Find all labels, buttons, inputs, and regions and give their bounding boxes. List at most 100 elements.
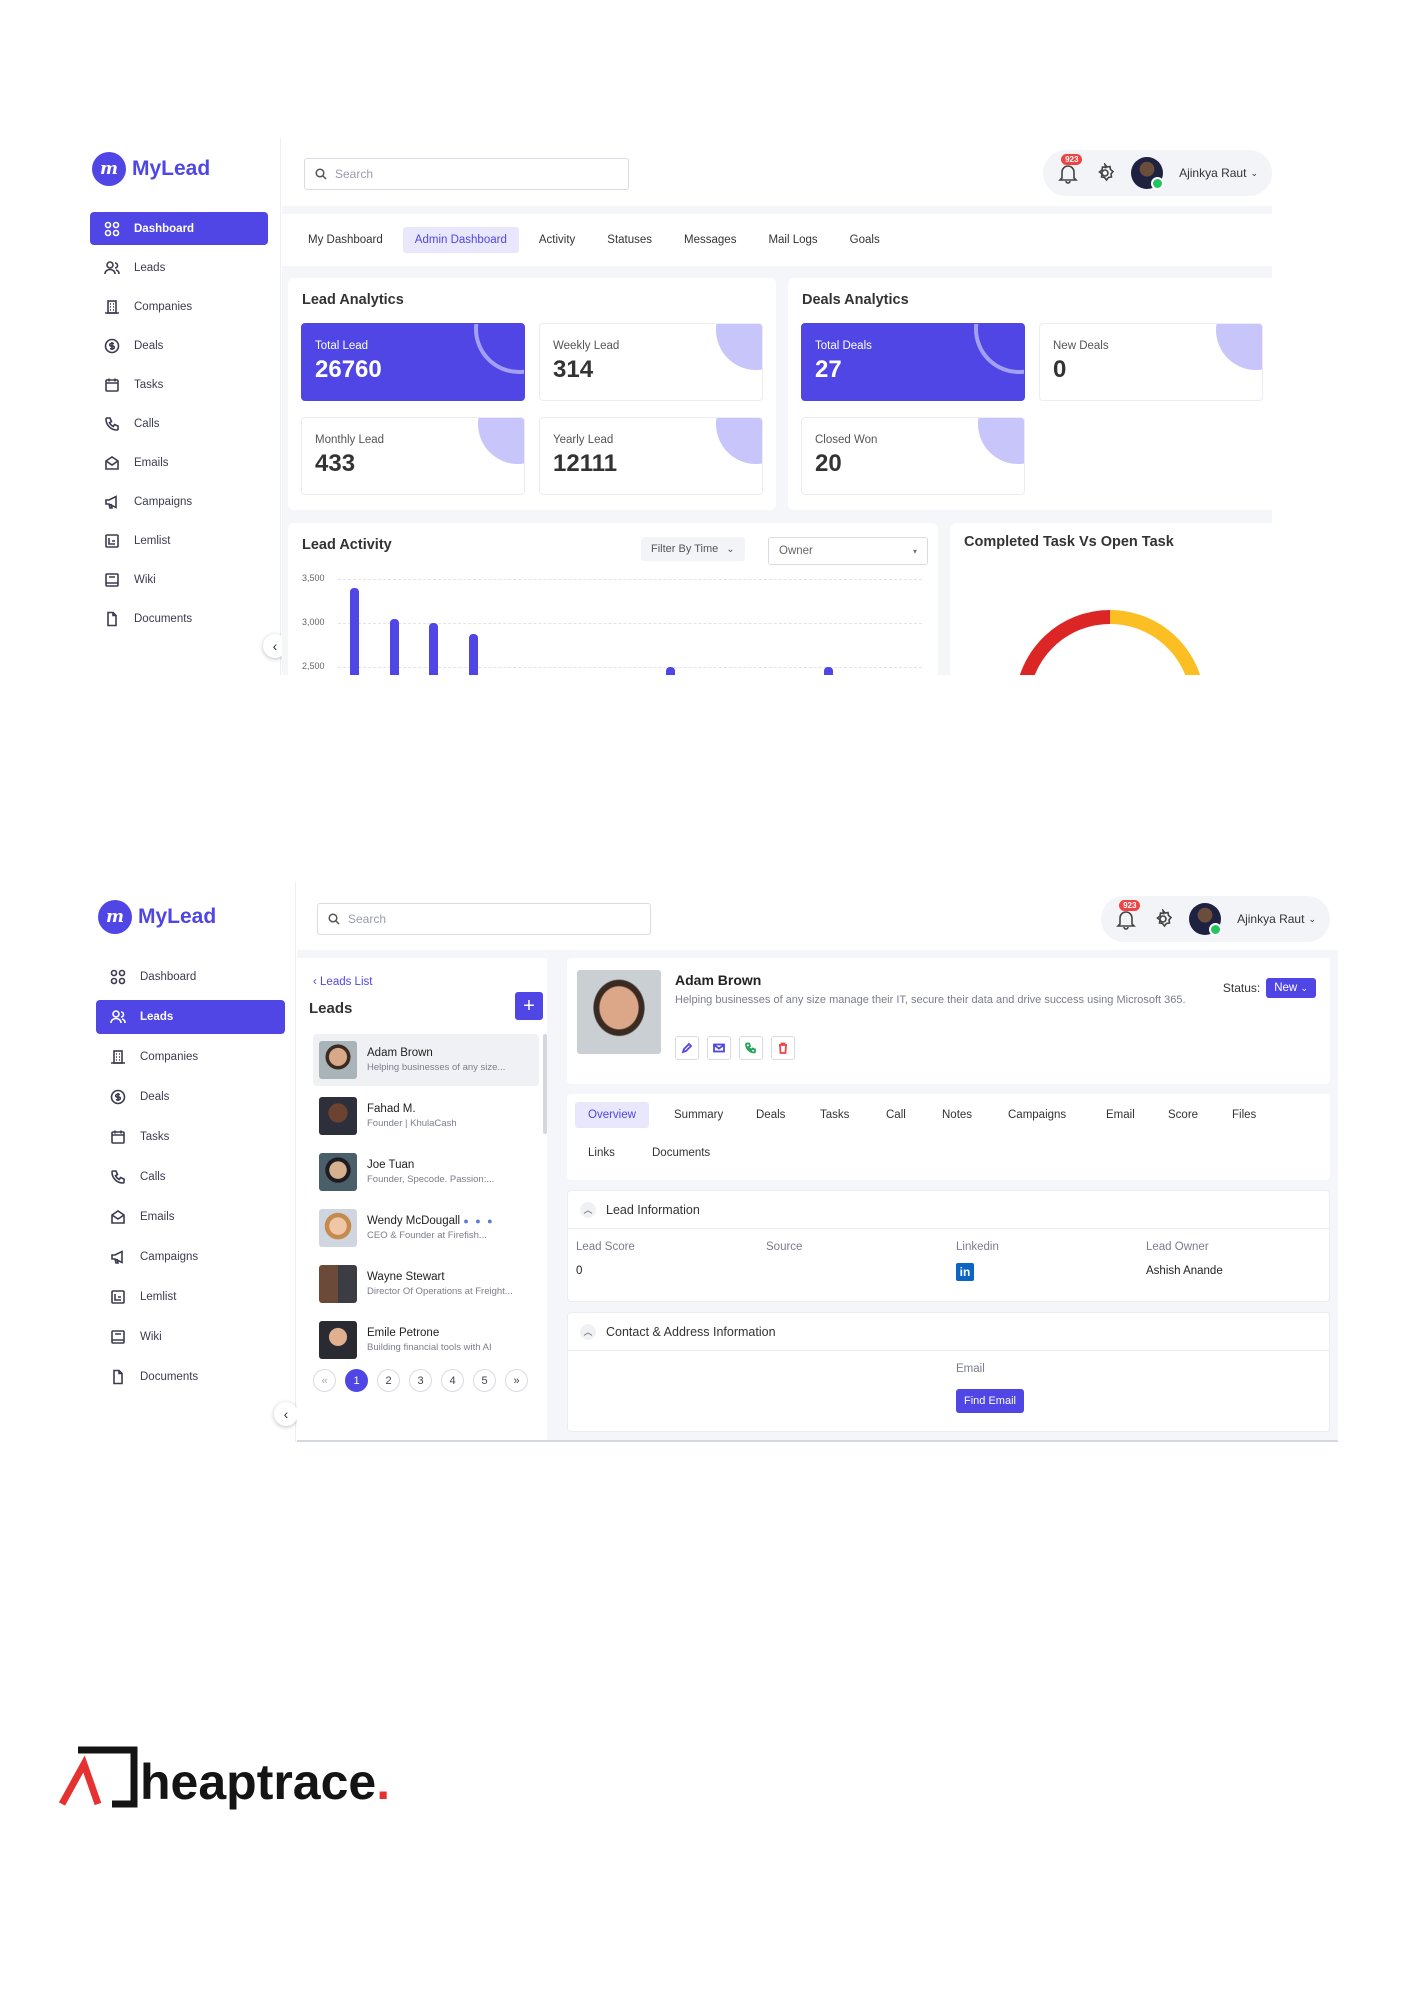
sidebar-item-lemlist[interactable]: Lemlist xyxy=(96,1280,285,1314)
sidebar-item-campaigns[interactable]: Campaigns xyxy=(96,1240,285,1274)
sidebar-item-leads[interactable]: Leads xyxy=(96,1000,285,1034)
sidebar-item-emails[interactable]: Emails xyxy=(96,1200,285,1234)
list-item[interactable]: Adam Brown Helping businesses of any size… xyxy=(313,1034,539,1086)
gear-icon[interactable] xyxy=(1095,163,1115,183)
lead-owner-value: Ashish Anande xyxy=(1146,1265,1223,1277)
sidebar-item-companies[interactable]: Companies xyxy=(96,1040,285,1074)
user-toolbar: 923 Ajinkya Raut ⌄ xyxy=(1043,150,1272,196)
sidebar-item-deals[interactable]: Deals xyxy=(90,329,268,362)
contact-address-header[interactable]: ︿ Contact & Address Information xyxy=(568,1313,1329,1351)
sidebar-item-tasks[interactable]: Tasks xyxy=(96,1120,285,1154)
tab-admin-dashboard[interactable]: Admin Dashboard xyxy=(402,227,519,253)
page-button-4[interactable]: 4 xyxy=(441,1369,464,1392)
megaphone-icon xyxy=(105,494,117,509)
chart-bar[interactable] xyxy=(468,633,478,675)
email-button[interactable] xyxy=(707,1036,731,1060)
tab-summary[interactable]: Summary xyxy=(674,1109,724,1121)
donut-slice[interactable] xyxy=(1019,610,1111,675)
chart-bar[interactable] xyxy=(666,667,675,675)
tab-my-dashboard[interactable]: My Dashboard xyxy=(308,234,383,246)
user-name[interactable]: Ajinkya Raut xyxy=(1237,912,1305,926)
page-button-2[interactable]: 2 xyxy=(377,1369,400,1392)
sidebar-item-lemlist[interactable]: Lemlist xyxy=(90,524,268,557)
sidebar-item-calls[interactable]: Calls xyxy=(90,407,268,440)
sidebar-item-dashboard[interactable]: Dashboard xyxy=(90,212,268,245)
user-avatar[interactable] xyxy=(1189,903,1223,936)
list-item[interactable]: Wayne Stewart Director Of Operations at F… xyxy=(313,1258,539,1310)
lead-photo xyxy=(319,1041,357,1079)
gear-icon[interactable] xyxy=(1153,909,1173,929)
user-name[interactable]: Ajinkya Raut xyxy=(1179,166,1247,180)
search-input[interactable]: Search xyxy=(304,158,629,190)
find-email-button[interactable]: Find Email xyxy=(956,1389,1024,1413)
sidebar-item-wiki[interactable]: Wiki xyxy=(90,563,268,596)
edit-button[interactable] xyxy=(675,1036,699,1060)
delete-button[interactable] xyxy=(771,1036,795,1060)
tab-tasks[interactable]: Tasks xyxy=(820,1109,850,1121)
notification-count-badge: 923 xyxy=(1119,900,1141,911)
sidebar-item-campaigns[interactable]: Campaigns xyxy=(90,485,268,518)
chart-bar[interactable] xyxy=(389,618,399,675)
sidebar-item-emails[interactable]: Emails xyxy=(90,446,268,479)
lead-information-header[interactable]: ︿ Lead Information xyxy=(568,1191,1329,1229)
tab-statuses[interactable]: Statuses xyxy=(607,234,653,246)
status-dropdown[interactable]: New ⌄ xyxy=(1266,978,1316,998)
tab-goals[interactable]: Goals xyxy=(849,234,880,246)
sidebar-item-tasks[interactable]: Tasks xyxy=(90,368,268,401)
donut-slice[interactable] xyxy=(1109,610,1201,675)
tab-campaigns[interactable]: Campaigns xyxy=(1008,1109,1067,1121)
tab-notes[interactable]: Notes xyxy=(942,1109,973,1121)
stat-label: Weekly Lead xyxy=(553,340,620,352)
last-page-button[interactable]: » xyxy=(505,1369,528,1392)
back-to-leads-link[interactable]: ‹ Leads List xyxy=(313,976,373,988)
status-control: Status: New ⌄ xyxy=(1223,978,1316,998)
tab-score[interactable]: Score xyxy=(1168,1109,1199,1121)
sidebar-item-wiki[interactable]: Wiki xyxy=(96,1320,285,1354)
add-lead-button[interactable]: + xyxy=(515,992,543,1020)
sidebar-item-companies[interactable]: Companies xyxy=(90,290,268,323)
list-item[interactable]: Joe Tuan Founder, Specode. Passion:... xyxy=(313,1146,539,1198)
sidebar-item-dashboard[interactable]: Dashboard xyxy=(96,960,285,994)
tab-mail-logs[interactable]: Mail Logs xyxy=(768,234,818,246)
filter-by-time-dropdown[interactable]: Filter By Time ⌄ xyxy=(641,537,745,561)
stat-label: Monthly Lead xyxy=(315,434,385,446)
tab-call[interactable]: Call xyxy=(886,1109,906,1121)
list-item[interactable]: Fahad M. Founder | KhulaCash xyxy=(313,1090,539,1142)
tab-activity[interactable]: Activity xyxy=(538,234,576,246)
chevron-down-icon[interactable]: ⌄ xyxy=(1308,913,1316,924)
tab-links[interactable]: Links xyxy=(588,1147,615,1159)
collapse-sidebar-button[interactable]: ‹ xyxy=(274,1402,298,1426)
page-button-3[interactable]: 3 xyxy=(409,1369,432,1392)
chart-bar[interactable] xyxy=(824,667,833,675)
sidebar-item-leads[interactable]: Leads xyxy=(90,251,268,284)
app-logo[interactable]: m MyLead xyxy=(92,152,210,186)
notifications-button[interactable]: 923 xyxy=(1057,154,1083,184)
page-button-5[interactable]: 5 xyxy=(473,1369,496,1392)
list-scrollbar[interactable] xyxy=(543,1034,547,1134)
sidebar-item-calls[interactable]: Calls xyxy=(96,1160,285,1194)
search-placeholder: Search xyxy=(348,912,387,926)
notifications-button[interactable]: 923 xyxy=(1115,900,1141,930)
owner-select[interactable]: Owner ▾ xyxy=(768,537,928,565)
list-item[interactable]: Emile Petrone Building financial tools wi… xyxy=(313,1314,539,1366)
page-button-1[interactable]: 1 xyxy=(345,1369,368,1392)
user-avatar[interactable] xyxy=(1131,157,1165,190)
tab-deals[interactable]: Deals xyxy=(756,1109,786,1121)
chart-bar[interactable] xyxy=(350,587,359,675)
linkedin-icon[interactable]: in xyxy=(956,1263,974,1281)
tab-overview[interactable]: Overview xyxy=(575,1102,649,1128)
search-input[interactable]: Search xyxy=(317,903,651,935)
tab-files[interactable]: Files xyxy=(1232,1109,1257,1121)
sidebar-item-documents[interactable]: Documents xyxy=(96,1360,285,1394)
sidebar-item-deals[interactable]: Deals xyxy=(96,1080,285,1114)
chevron-down-icon[interactable]: ⌄ xyxy=(1250,167,1258,178)
first-page-button[interactable]: « xyxy=(313,1369,336,1392)
call-button[interactable] xyxy=(739,1036,763,1060)
list-item[interactable]: Wendy McDougall ● ● ● CEO & Founder at Fi… xyxy=(313,1202,539,1254)
tab-documents[interactable]: Documents xyxy=(652,1147,711,1159)
sidebar-item-documents[interactable]: Documents xyxy=(90,602,268,635)
tab-messages[interactable]: Messages xyxy=(684,234,737,246)
app-logo[interactable]: m MyLead xyxy=(98,900,216,934)
tab-email[interactable]: Email xyxy=(1106,1109,1135,1121)
chart-bar[interactable] xyxy=(429,623,438,675)
